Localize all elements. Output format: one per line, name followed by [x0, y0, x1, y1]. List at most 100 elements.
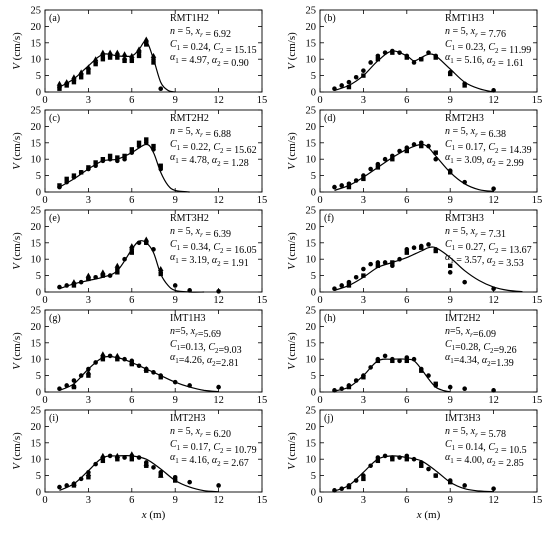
- panel-parameter: C1 = 0.34, C2 = 16.05: [170, 239, 257, 256]
- fit-curve: [59, 40, 176, 93]
- x-tick-label: 6: [404, 195, 409, 206]
- data-point-square: [71, 483, 77, 488]
- data-point-triangle: [78, 69, 84, 75]
- y-tick-label: 10: [306, 355, 317, 366]
- plot-frame: [319, 9, 538, 93]
- x-tick-label: 3: [86, 195, 91, 206]
- plot-frame: [44, 409, 263, 493]
- y-tick-label: 20: [31, 322, 42, 333]
- panel-label: (h): [324, 313, 336, 324]
- data-point-circle: [397, 455, 402, 460]
- panel-parameter: α1 = 3.09, α2 = 2.99: [445, 152, 524, 169]
- panel-code: RMT1H3: [445, 13, 484, 24]
- data-point-triangle: [157, 266, 164, 272]
- data-point-triangle: [100, 452, 106, 458]
- panel-code: RMT3H3: [445, 213, 484, 224]
- data-point-square: [122, 153, 127, 159]
- data-point-circle: [382, 156, 388, 162]
- x-tick-label: 12: [488, 195, 499, 206]
- y-tick-label: 25: [31, 306, 42, 317]
- x-tick-label: 6: [129, 195, 134, 206]
- x-tick-label: 3: [361, 195, 366, 206]
- data-point-circle: [447, 384, 453, 390]
- data-point-triangle: [143, 36, 150, 42]
- data-point-square: [390, 260, 395, 265]
- x-tick-label: 12: [213, 195, 224, 206]
- x-tick-label: 9: [173, 95, 178, 106]
- x-tick-label: 3: [361, 395, 366, 406]
- data-point-circle: [187, 479, 192, 485]
- data-point-square: [151, 60, 156, 65]
- data-point-square: [86, 165, 91, 170]
- y-tick-label: 5: [36, 71, 41, 82]
- data-point-square: [71, 384, 77, 390]
- data-point-square: [115, 155, 120, 160]
- x-tick-label: 9: [448, 495, 453, 506]
- data-point-circle: [64, 383, 69, 388]
- y-axis-title: V (cm/s): [11, 132, 23, 170]
- data-point-circle: [107, 273, 113, 278]
- data-point-square: [390, 358, 395, 364]
- y-axis-title: V (cm/s): [286, 232, 298, 270]
- x-tick-label: 6: [129, 95, 134, 106]
- x-tick-label: 12: [213, 95, 224, 106]
- data-point-square: [448, 71, 453, 77]
- y-tick-label: 20: [31, 222, 42, 233]
- data-point-square: [375, 263, 381, 268]
- y-tick-label: 25: [31, 406, 42, 417]
- panel-parameter: C1 = 0.27, C2 = 13.67: [445, 239, 532, 256]
- data-point-circle: [332, 488, 337, 493]
- x-tick-label: 15: [532, 95, 543, 106]
- data-point-circle: [353, 178, 359, 183]
- data-point-circle: [368, 166, 373, 172]
- data-point-circle: [353, 378, 359, 383]
- data-point-square: [71, 173, 77, 178]
- data-point-square: [107, 55, 113, 60]
- data-point-square: [158, 163, 163, 168]
- data-point-triangle: [85, 369, 92, 375]
- panel-parameter: α1 = 4.97, α2 = 0.90: [170, 52, 249, 69]
- data-point-circle: [426, 466, 431, 472]
- panel-label: (i): [49, 413, 58, 424]
- panel-parameter: n = 5, xr = 6.39: [170, 226, 231, 240]
- data-point-square: [462, 83, 467, 88]
- data-point-circle: [136, 240, 142, 246]
- data-point-square: [361, 273, 366, 278]
- x-tick-label: 9: [173, 495, 178, 506]
- y-tick-label: 15: [31, 238, 42, 249]
- x-tick-label: 6: [129, 495, 134, 506]
- data-point-triangle: [114, 352, 121, 358]
- y-tick-label: 25: [31, 6, 42, 17]
- x-tick-label: 0: [42, 195, 47, 206]
- data-point-square: [375, 358, 381, 364]
- data-point-circle: [332, 184, 337, 190]
- data-point-square: [86, 373, 91, 378]
- data-point-circle: [491, 388, 496, 393]
- y-axis-title: V (cm/s): [11, 32, 23, 70]
- panel-parameter: C1=0.28, C2=9.26: [445, 339, 517, 356]
- data-point-circle: [216, 289, 221, 294]
- data-point-square: [419, 245, 424, 250]
- x-tick-label: 15: [532, 295, 543, 306]
- x-tick-label: 15: [257, 195, 268, 206]
- panel-b: 0 3 6 9 12 15 0 5 10 15 20 25 V (cm/s) (b) RMT1H3 n = 5…: [286, 6, 542, 107]
- data-point-square: [404, 55, 409, 60]
- panel-parameter: α1=4.26, α2=2.81: [170, 352, 239, 369]
- data-point-square: [390, 457, 395, 462]
- x-tick-label: 3: [86, 395, 91, 406]
- data-point-square: [144, 368, 149, 373]
- data-point-triangle: [121, 51, 128, 57]
- y-tick-label: 5: [311, 271, 316, 282]
- y-tick-label: 0: [36, 88, 41, 99]
- x-tick-label: 0: [42, 495, 47, 506]
- data-point-square: [100, 273, 106, 278]
- x-tick-label: 6: [404, 95, 409, 106]
- data-point-square: [361, 375, 366, 380]
- data-point-circle: [339, 183, 345, 188]
- y-tick-label: 15: [306, 38, 317, 49]
- data-point-square: [71, 283, 77, 288]
- data-point-square: [129, 58, 134, 64]
- y-axis-title: V (cm/s): [11, 232, 23, 270]
- data-point-triangle: [143, 236, 150, 242]
- y-tick-label: 20: [306, 22, 317, 33]
